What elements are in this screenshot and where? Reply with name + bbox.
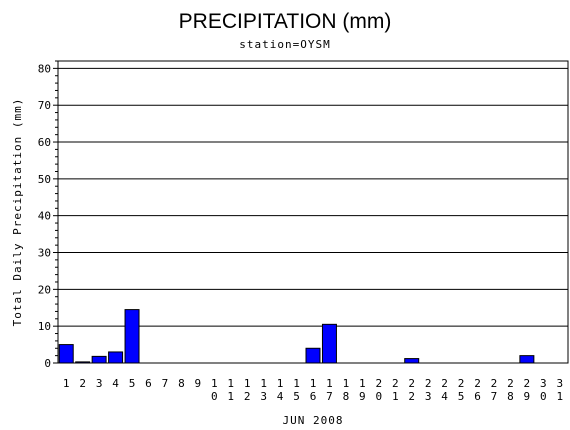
gridlines [58,67,568,327]
bar [91,355,107,364]
bar [58,344,74,364]
bar [305,347,321,364]
y-tick-label: 30 [38,247,51,260]
x-tick-label: 1 [63,377,70,390]
bar [108,351,124,364]
y-tick-label: 40 [38,210,51,223]
y-tick-label: 60 [38,136,51,149]
chart-title: PRECIPITATION (mm) [179,10,392,33]
y-tick-label: 10 [38,320,51,333]
y-tick-label: 20 [38,283,51,296]
bar [519,355,535,364]
bar [321,323,337,364]
x-tick-label: 8 [178,377,185,390]
bars [58,309,535,364]
y-tick-label: 0 [44,357,51,370]
y-axis-label: Total Daily Precipitation (mm) [11,98,24,327]
bar [124,309,140,364]
x-tick-label: 4 [112,377,119,390]
chart-subtitle: station=OYSM [239,38,330,51]
x-tick-label: 9 [195,377,202,390]
bar [404,358,420,364]
y-tick-label: 50 [38,173,51,186]
x-tick-label: 3 [96,377,103,390]
y-tick-label: 80 [38,62,51,75]
x-tick-label: 5 [129,377,136,390]
x-tick-label: 6 [145,377,152,390]
x-tick-label: 7 [162,377,169,390]
x-axis-ticks: 1 2 3 4 5 6 7 8 9 1 01 11 21 31 41 51 61 71 81 92 02 12 22 32 42… [63,377,563,403]
x-tick-label: 2 [79,377,86,390]
plot-frame [57,60,569,364]
y-axis-ticks: 0 10 20 30 40 50 60 70 80 [38,60,58,370]
y-tick-label: 70 [38,99,51,112]
x-axis-label: JUN 2008 [283,414,344,427]
